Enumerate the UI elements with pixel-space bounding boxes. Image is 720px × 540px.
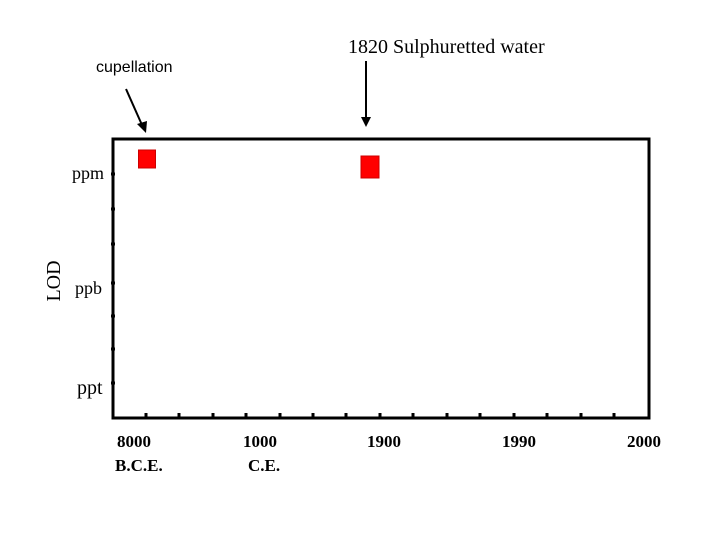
- y-tick-mark: [111, 207, 115, 211]
- x-tick-mark: [512, 413, 516, 418]
- x-tick-mark: [144, 413, 148, 418]
- x-tick-mark: [411, 413, 415, 418]
- y-tick-mark: [111, 381, 115, 385]
- y-tick-mark: [111, 172, 115, 176]
- arrow-head-sulphuretted-water: [361, 117, 371, 127]
- arrow-head-cupellation: [137, 121, 147, 133]
- x-tick-mark: [344, 413, 348, 418]
- x-tick-sublabel-ce: C.E.: [248, 456, 280, 475]
- x-tick-sublabel-bce: B.C.E.: [115, 456, 163, 475]
- annotation-cupellation: cupellation: [96, 59, 173, 76]
- data-point-sulphuretted-water: [360, 155, 380, 179]
- x-tick-label-2000: 2000: [627, 432, 661, 451]
- y-tick-label-ppt: ppt: [77, 377, 103, 399]
- y-tick-mark: [111, 347, 115, 351]
- x-tick-label-8000: 8000: [117, 432, 151, 451]
- y-tick-mark: [111, 314, 115, 318]
- x-tick-mark: [612, 413, 616, 418]
- y-tick-label-ppb: ppb: [75, 278, 102, 298]
- data-markers: [138, 149, 380, 179]
- x-tick-label-1990: 1990: [502, 432, 536, 451]
- plot-frame: [111, 137, 651, 420]
- y-axis-label: LOD: [43, 260, 65, 301]
- x-tick-mark: [545, 413, 549, 418]
- x-tick-mark: [579, 413, 583, 418]
- x-tick-label-1900: 1900: [367, 432, 401, 451]
- axis-ticks: [111, 172, 616, 418]
- arrow-shaft-cupellation: [125, 88, 143, 126]
- x-tick-mark: [177, 413, 181, 418]
- data-point-cupellation: [138, 149, 156, 169]
- x-tick-mark: [244, 413, 248, 418]
- x-tick-mark: [311, 413, 315, 418]
- y-tick-mark: [111, 281, 115, 285]
- y-tick-label-ppm: ppm: [72, 163, 104, 183]
- x-tick-label-1000: 1000: [243, 432, 277, 451]
- x-tick-mark: [211, 413, 215, 418]
- x-tick-mark: [378, 413, 382, 418]
- x-tick-mark: [445, 413, 449, 418]
- x-tick-mark: [278, 413, 282, 418]
- x-tick-mark: [478, 413, 482, 418]
- y-tick-mark: [111, 242, 115, 246]
- annotation-sulphuretted-water: 1820 Sulphuretted water: [348, 36, 545, 58]
